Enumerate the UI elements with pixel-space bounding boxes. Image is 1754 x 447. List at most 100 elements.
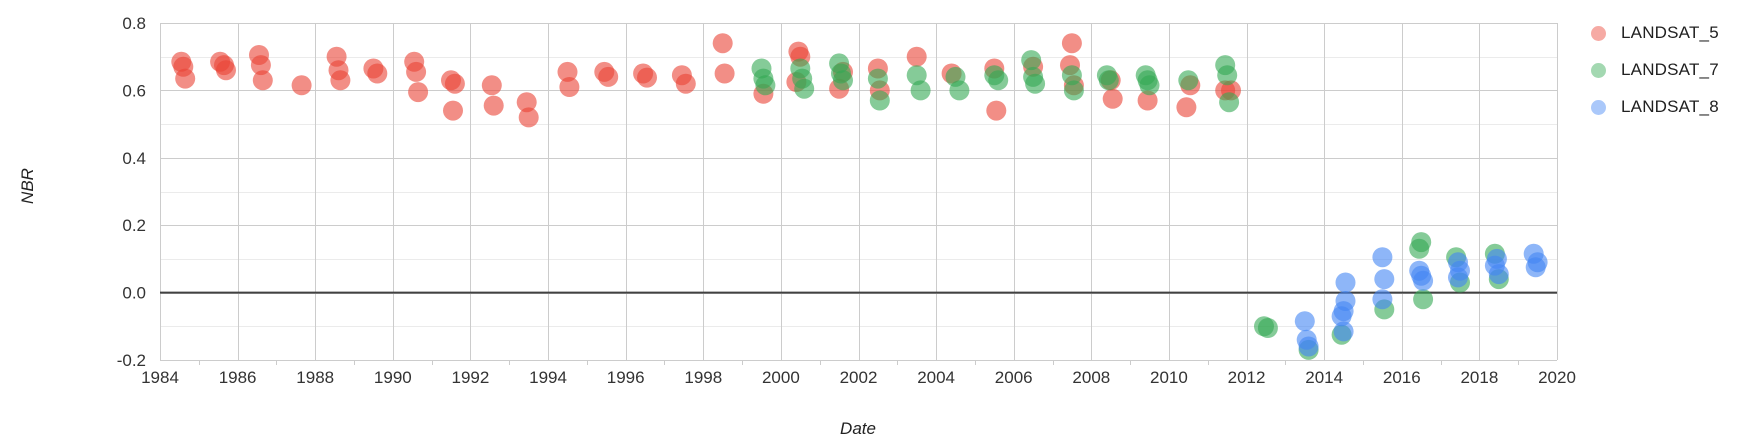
x-tick-label: 2000 <box>762 368 800 387</box>
x-axis-title: Date <box>840 419 876 438</box>
y-tick-label: -0.2 <box>117 351 146 370</box>
series-landsat_8 <box>1294 243 1548 357</box>
data-point-landsat_5[interactable] <box>675 73 696 94</box>
series-landsat_7 <box>751 50 1509 360</box>
data-point-landsat_7[interactable] <box>1139 75 1160 96</box>
data-point-landsat_5[interactable] <box>481 75 502 96</box>
x-tick-label: 1996 <box>607 368 645 387</box>
legend-swatch-icon <box>1591 99 1606 115</box>
series-landsat_5 <box>171 33 1241 128</box>
legend-item-label: LANDSAT_5 <box>1621 23 1719 42</box>
data-point-landsat_7[interactable] <box>1411 232 1432 253</box>
data-point-landsat_8[interactable] <box>1488 264 1509 285</box>
data-point-landsat_7[interactable] <box>794 78 815 99</box>
y-tick-label: 0.0 <box>122 284 146 303</box>
data-point-landsat_5[interactable] <box>712 33 733 54</box>
data-point-landsat_8[interactable] <box>1331 306 1352 327</box>
data-point-landsat_8[interactable] <box>1335 272 1356 293</box>
x-tick-label: 2002 <box>840 368 878 387</box>
data-point-landsat_5[interactable] <box>406 61 427 82</box>
y-tick-label: 0.4 <box>122 149 146 168</box>
data-point-landsat_5[interactable] <box>291 75 312 96</box>
data-point-landsat_7[interactable] <box>1219 92 1240 113</box>
data-point-landsat_7[interactable] <box>1063 80 1084 101</box>
legend-swatch-icon <box>1591 62 1606 78</box>
data-point-landsat_7[interactable] <box>949 80 970 101</box>
x-tick-label: 1988 <box>296 368 334 387</box>
data-point-landsat_7[interactable] <box>1217 65 1238 86</box>
data-point-landsat_5[interactable] <box>330 70 351 91</box>
data-point-landsat_8[interactable] <box>1413 270 1434 291</box>
data-point-landsat_5[interactable] <box>444 73 465 94</box>
data-point-landsat_7[interactable] <box>906 65 927 86</box>
data-point-landsat_5[interactable] <box>408 82 429 103</box>
data-point-landsat_5[interactable] <box>443 100 463 121</box>
x-tick-label: 2006 <box>995 368 1033 387</box>
data-point-landsat_7[interactable] <box>1257 318 1278 338</box>
x-tick-label: 1984 <box>141 368 179 387</box>
x-tick-label: 1994 <box>529 368 567 387</box>
data-point-landsat_5[interactable] <box>557 61 578 82</box>
x-tick-label: 2010 <box>1150 368 1188 387</box>
x-tick-label: 2012 <box>1228 368 1266 387</box>
y-tick-labels: 0.8 0.6 0.4 0.2 0.0 -0.2 <box>117 14 146 370</box>
data-point-landsat_7[interactable] <box>1025 73 1046 94</box>
data-point-landsat_8[interactable] <box>1372 289 1393 310</box>
data-point-landsat_7[interactable] <box>988 70 1009 91</box>
y-axis-title: NBR <box>18 168 37 204</box>
legend-item-landsat_7[interactable]: LANDSAT_7 <box>1591 60 1719 80</box>
data-point-landsat_5[interactable] <box>483 95 504 116</box>
data-point-landsat_7[interactable] <box>1098 70 1119 91</box>
x-tick-label: 2004 <box>917 368 955 387</box>
x-tick-label: 2016 <box>1383 368 1421 387</box>
data-point-landsat_8[interactable] <box>1372 247 1393 268</box>
data-point-landsat_7[interactable] <box>755 75 776 96</box>
data-point-landsat_5[interactable] <box>1137 90 1158 111</box>
legend-item-landsat_8[interactable]: LANDSAT_8 <box>1591 97 1719 117</box>
data-point-landsat_5[interactable] <box>906 46 927 67</box>
data-point-landsat_7[interactable] <box>1061 65 1082 86</box>
x-tick-label: 2008 <box>1072 368 1110 387</box>
legend-item-label: LANDSAT_8 <box>1621 97 1719 116</box>
data-point-landsat_5[interactable] <box>216 60 236 81</box>
data-point-landsat_7[interactable] <box>869 90 890 111</box>
data-point-landsat_8[interactable] <box>1298 336 1319 357</box>
x-tick-labels: 1984 1986 1988 1990 1992 1994 1996 1998 2000 2002… <box>141 368 1576 387</box>
data-point-landsat_5[interactable] <box>252 70 273 91</box>
data-point-landsat_5[interactable] <box>516 92 537 113</box>
data-point-landsat_7[interactable] <box>1413 289 1434 310</box>
x-tick-label: 2014 <box>1305 368 1343 387</box>
data-point-landsat_5[interactable] <box>1061 33 1082 54</box>
data-point-landsat_5[interactable] <box>637 67 657 88</box>
x-tick-label: 2020 <box>1538 368 1576 387</box>
data-point-landsat_7[interactable] <box>910 80 931 101</box>
data-point-landsat_5[interactable] <box>175 68 196 89</box>
data-point-landsat_7[interactable] <box>867 68 888 89</box>
data-point-landsat_5[interactable] <box>518 107 539 128</box>
data-point-landsat_7[interactable] <box>1021 50 1042 71</box>
legend-item-landsat_5[interactable]: LANDSAT_5 <box>1591 23 1719 43</box>
y-tick-label: 0.8 <box>122 14 146 33</box>
x-tick-label: 2018 <box>1460 368 1498 387</box>
data-point-landsat_5[interactable] <box>598 66 619 87</box>
legend-swatch-icon <box>1591 25 1606 41</box>
data-point-landsat_8[interactable] <box>1527 252 1548 273</box>
data-point-landsat_5[interactable] <box>714 63 735 84</box>
data-point-landsat_5[interactable] <box>559 77 580 97</box>
data-point-landsat_7[interactable] <box>833 70 853 91</box>
x-tick-label: 1990 <box>374 368 412 387</box>
x-minor-ticks <box>199 360 1519 365</box>
data-point-landsat_5[interactable] <box>367 63 388 84</box>
data-point-landsat_5[interactable] <box>1102 88 1123 109</box>
data-point-landsat_5[interactable] <box>986 100 1007 121</box>
data-point-landsat_8[interactable] <box>1294 311 1315 332</box>
data-point-landsat_8[interactable] <box>1374 269 1395 290</box>
data-point-landsat_5[interactable] <box>1176 97 1197 118</box>
data-point-landsat_8[interactable] <box>1333 321 1354 342</box>
x-tick-label: 1992 <box>452 368 490 387</box>
data-point-landsat_8[interactable] <box>1448 267 1468 288</box>
data-point-landsat_7[interactable] <box>1178 70 1199 91</box>
data-point-landsat_5[interactable] <box>250 55 271 76</box>
x-tick-label: 1986 <box>219 368 257 387</box>
